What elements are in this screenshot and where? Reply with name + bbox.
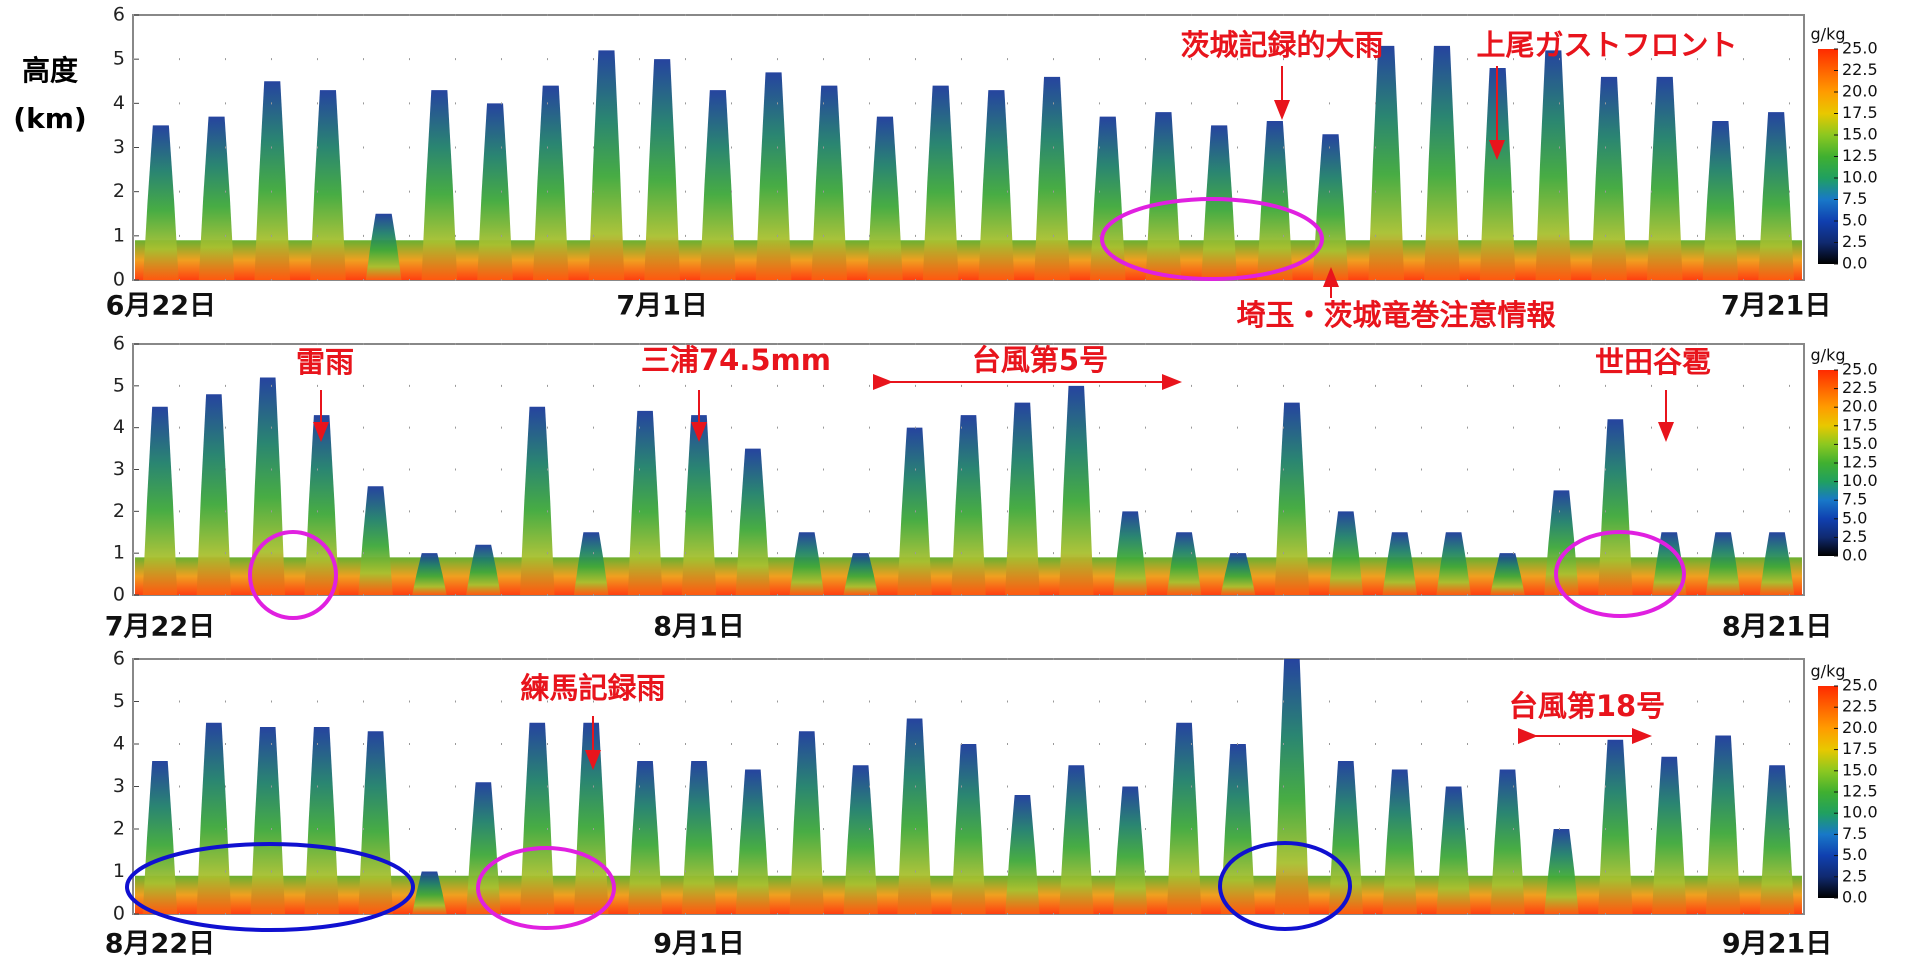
annotation: 雷雨 xyxy=(296,345,354,379)
colorbar-tick-label: 17.5 xyxy=(1842,739,1878,758)
colorbar-tick-label: 5.0 xyxy=(1842,508,1867,527)
colorbar-tick-label: 5.0 xyxy=(1842,211,1867,230)
y-tick-label: 0 xyxy=(113,584,125,606)
colorbar-tick-label: 22.5 xyxy=(1842,697,1878,716)
y-tick-label: 6 xyxy=(113,4,125,26)
annotation: 台風第5号 xyxy=(972,343,1108,377)
date-label: 8月21日 xyxy=(1722,612,1832,643)
annotation: 台風第18号 xyxy=(1509,689,1665,723)
colorbar-tick-label: 7.5 xyxy=(1842,824,1867,843)
date-label: 9月21日 xyxy=(1722,929,1832,959)
y-tick-label: 6 xyxy=(113,648,125,670)
y-tick-label: 3 xyxy=(113,458,125,480)
colorbar-tick-label: 25.0 xyxy=(1842,39,1878,58)
y-tick-label: 2 xyxy=(113,180,125,202)
figure: 高度 (km) 6月22日 7月1日 7月21日 0 1 2 3 4 5 6 茨城記録的大雨 上尾ガス… xyxy=(0,0,1914,959)
annotation: 埼玉・茨城竜巻注意情報 xyxy=(1236,298,1556,332)
y-tick-label: 4 xyxy=(113,416,125,438)
colorbar-label: g/kg xyxy=(1811,346,1846,365)
date-label: 6月22日 xyxy=(106,291,216,322)
y-tick-label: 5 xyxy=(113,374,125,396)
date-label: 8月22日 xyxy=(105,929,215,959)
date-label: 8月1日 xyxy=(653,612,745,643)
colorbar-tick-label: 25.0 xyxy=(1842,676,1878,695)
colorbar-tick-label: 15.0 xyxy=(1842,125,1878,144)
colorbar-tick-label: 20.0 xyxy=(1842,718,1878,737)
colorbar-tick-label: 0.0 xyxy=(1842,546,1867,565)
colorbar-label: g/kg xyxy=(1811,25,1846,44)
y-tick-label: 4 xyxy=(113,733,125,755)
colorbar-tick-label: 20.0 xyxy=(1842,397,1878,416)
y-tick-label: 1 xyxy=(113,860,125,882)
y-tick-label: 3 xyxy=(113,136,125,158)
annotation: 世田谷雹 xyxy=(1595,345,1711,379)
y-tick-label: 3 xyxy=(113,775,125,797)
date-label: 7月22日 xyxy=(105,612,215,643)
colorbar-tick-label: 10.0 xyxy=(1842,471,1878,490)
colorbar-label: g/kg xyxy=(1811,662,1846,681)
annotation: 三浦74.5mm xyxy=(641,343,831,377)
colorbar-tick-label: 22.5 xyxy=(1842,60,1878,79)
y-tick-label: 0 xyxy=(113,269,125,291)
colorbar-tick-label: 15.0 xyxy=(1842,434,1878,453)
annotation: 茨城記録的大雨 xyxy=(1180,28,1383,62)
y-tick-label: 2 xyxy=(113,818,125,840)
y-tick-label: 6 xyxy=(113,333,125,355)
y-tick-label: 4 xyxy=(113,92,125,114)
colorbar-tick-label: 0.0 xyxy=(1842,254,1867,273)
y-tick-label: 2 xyxy=(113,500,125,522)
y-label: 高度 xyxy=(22,54,78,87)
colorbar-tick-label: 0.0 xyxy=(1842,888,1867,907)
annotation: 上尾ガストフロント xyxy=(1476,28,1737,62)
colorbar-tick-label: 17.5 xyxy=(1842,415,1878,434)
colorbar-tick-label: 20.0 xyxy=(1842,82,1878,101)
annotation: 練馬記録雨 xyxy=(520,671,665,705)
y-tick-label: 5 xyxy=(113,48,125,70)
colorbar-tick-label: 15.0 xyxy=(1842,760,1878,779)
y-tick-label: 1 xyxy=(113,542,125,564)
colorbar-tick-label: 7.5 xyxy=(1842,189,1867,208)
colorbar-tick-label: 2.5 xyxy=(1842,232,1867,251)
colorbar-tick-label: 12.5 xyxy=(1842,453,1878,472)
colorbar-tick-label: 10.0 xyxy=(1842,168,1878,187)
colorbar-tick-label: 2.5 xyxy=(1842,527,1867,546)
date-label: 7月1日 xyxy=(616,291,708,322)
y-tick-label: 0 xyxy=(113,903,125,925)
colorbar-tick-label: 10.0 xyxy=(1842,803,1878,822)
date-label: 9月1日 xyxy=(653,929,745,959)
y-label: (km) xyxy=(13,102,86,135)
colorbar-tick-label: 22.5 xyxy=(1842,378,1878,397)
colorbar-tick-label: 17.5 xyxy=(1842,103,1878,122)
colorbar-tick-label: 12.5 xyxy=(1842,146,1878,165)
colorbar-tick-label: 5.0 xyxy=(1842,845,1867,864)
y-tick-label: 5 xyxy=(113,690,125,712)
colorbar-tick-label: 25.0 xyxy=(1842,360,1878,379)
colorbar-tick-label: 2.5 xyxy=(1842,866,1867,885)
colorbar-tick-label: 12.5 xyxy=(1842,782,1878,801)
colorbar-tick-label: 7.5 xyxy=(1842,490,1867,509)
y-tick-label: 1 xyxy=(113,224,125,246)
date-label: 7月21日 xyxy=(1721,291,1831,322)
